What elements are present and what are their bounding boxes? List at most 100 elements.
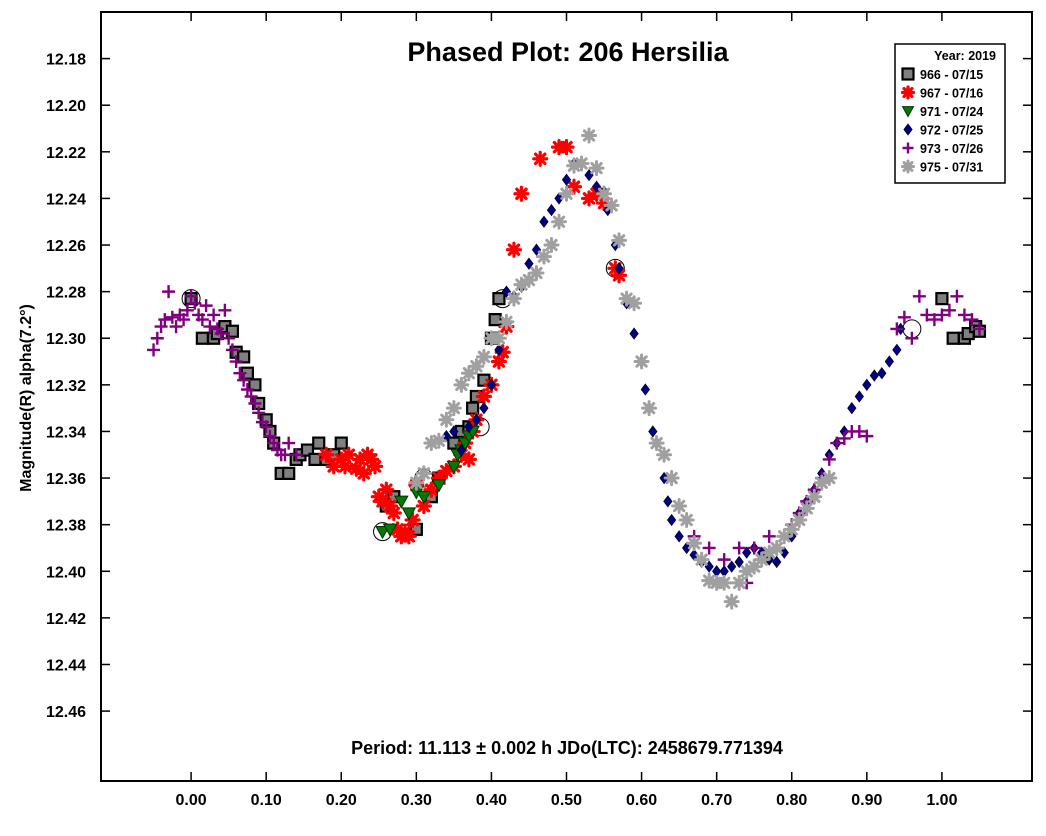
data-point: [920, 308, 934, 322]
data-point: [830, 436, 844, 450]
y-tick-label: 12.40: [46, 564, 86, 581]
data-point: [401, 507, 417, 521]
data-point: [912, 289, 926, 303]
data-point: [188, 296, 202, 310]
data-point: [244, 390, 258, 403]
data-point: [318, 446, 335, 463]
data-point: [378, 481, 395, 498]
data-point: [446, 460, 462, 474]
data-point: [207, 308, 221, 322]
data-point: [738, 563, 755, 580]
data-point: [334, 436, 348, 450]
data-point: [671, 498, 688, 515]
data-point: [513, 276, 530, 293]
data-point: [240, 383, 254, 397]
data-point: [375, 525, 390, 540]
data-point: [813, 474, 830, 491]
data-point: [693, 551, 710, 568]
y-tick-label: 12.18: [46, 52, 86, 69]
data-point: [267, 436, 281, 450]
data-point: [233, 366, 247, 380]
data-point: [905, 331, 919, 345]
y-tick-label: 12.34: [46, 424, 86, 441]
data-point: [351, 451, 369, 468]
legend: Year: 2019 966 - 07/15 967 - 07/16 971 - 0…: [894, 43, 1006, 184]
data-point: [498, 313, 515, 330]
data-point: [415, 465, 432, 482]
data-point: [180, 303, 194, 317]
y-tick-label: 12.32: [46, 378, 86, 395]
data-point: [535, 248, 552, 265]
data-point: [656, 446, 673, 463]
data-point: [935, 292, 949, 306]
data-point: [237, 373, 251, 387]
data-point: [438, 462, 455, 480]
data-point: [596, 185, 613, 202]
data-point: [821, 470, 838, 487]
data-point: [325, 458, 342, 475]
data-point: [248, 396, 262, 410]
data-point: [282, 466, 296, 480]
data-point: [282, 436, 296, 450]
data-point: [513, 185, 530, 202]
data-point: [494, 344, 511, 361]
data-point: [460, 451, 477, 468]
y-tick-label: 12.26: [46, 238, 86, 255]
data-point: [464, 420, 474, 433]
data-point: [184, 289, 198, 303]
legend-box: [894, 43, 1006, 184]
y-tick-label: 12.30: [46, 331, 86, 348]
chart-title: Phased Plot: 206 Hersilia: [407, 37, 729, 67]
data-point: [626, 295, 643, 312]
data-point: [927, 313, 941, 327]
data-point: [791, 512, 808, 529]
data-point: [195, 331, 209, 345]
y-axis: 12.18 12.20 12.22 12.24 12.26 12.28 12.30 12.32…: [46, 52, 1032, 721]
data-point: [147, 343, 161, 357]
data-point: [158, 313, 172, 327]
data-point: [363, 451, 380, 468]
data-point: [732, 541, 746, 555]
legend-marker: [903, 123, 913, 136]
data-point: [783, 521, 800, 538]
x-axis: 0.00 0.10 0.20 0.30 0.40 0.50 0.60 0.70 0.80 0.90…: [176, 12, 958, 809]
data-point: [389, 521, 406, 538]
period-annotation: Period: 11.113 ± 0.002 h JDo(LTC): 24586…: [351, 738, 783, 758]
data-point: [336, 458, 354, 475]
data-point: [431, 479, 447, 493]
data-point: [423, 435, 440, 452]
legend-label: 975 - 07/31: [920, 161, 983, 175]
data-point: [716, 574, 733, 591]
data-point: [393, 495, 409, 509]
data-point: [532, 150, 549, 167]
legend-entry: 972 - 07/25: [903, 123, 983, 138]
data-point: [550, 213, 567, 230]
y-tick-label: 12.38: [46, 518, 86, 535]
data-point: [520, 271, 537, 288]
data-point: [333, 451, 350, 468]
data-point: [772, 555, 782, 569]
data-point: [355, 465, 372, 482]
data-point: [203, 320, 217, 334]
legend-marker: [900, 85, 916, 100]
data-point: [648, 435, 665, 452]
data-point: [416, 491, 432, 505]
data-point: [558, 185, 575, 202]
data-point: [430, 469, 447, 487]
data-point: [798, 500, 815, 517]
data-point: [154, 320, 168, 334]
data-point: [702, 541, 716, 555]
x-tick-label: 1.00: [926, 792, 957, 809]
data-point: [837, 431, 851, 445]
data-point: [565, 178, 583, 195]
data-point: [456, 443, 467, 457]
legend-marker: [901, 159, 915, 174]
data-point: [486, 378, 497, 392]
data-point: [539, 215, 549, 228]
data-point: [854, 390, 864, 403]
data-point: [468, 358, 485, 375]
data-point: [768, 539, 785, 556]
data-point: [312, 436, 326, 450]
y-tick-label: 12.42: [46, 611, 86, 628]
